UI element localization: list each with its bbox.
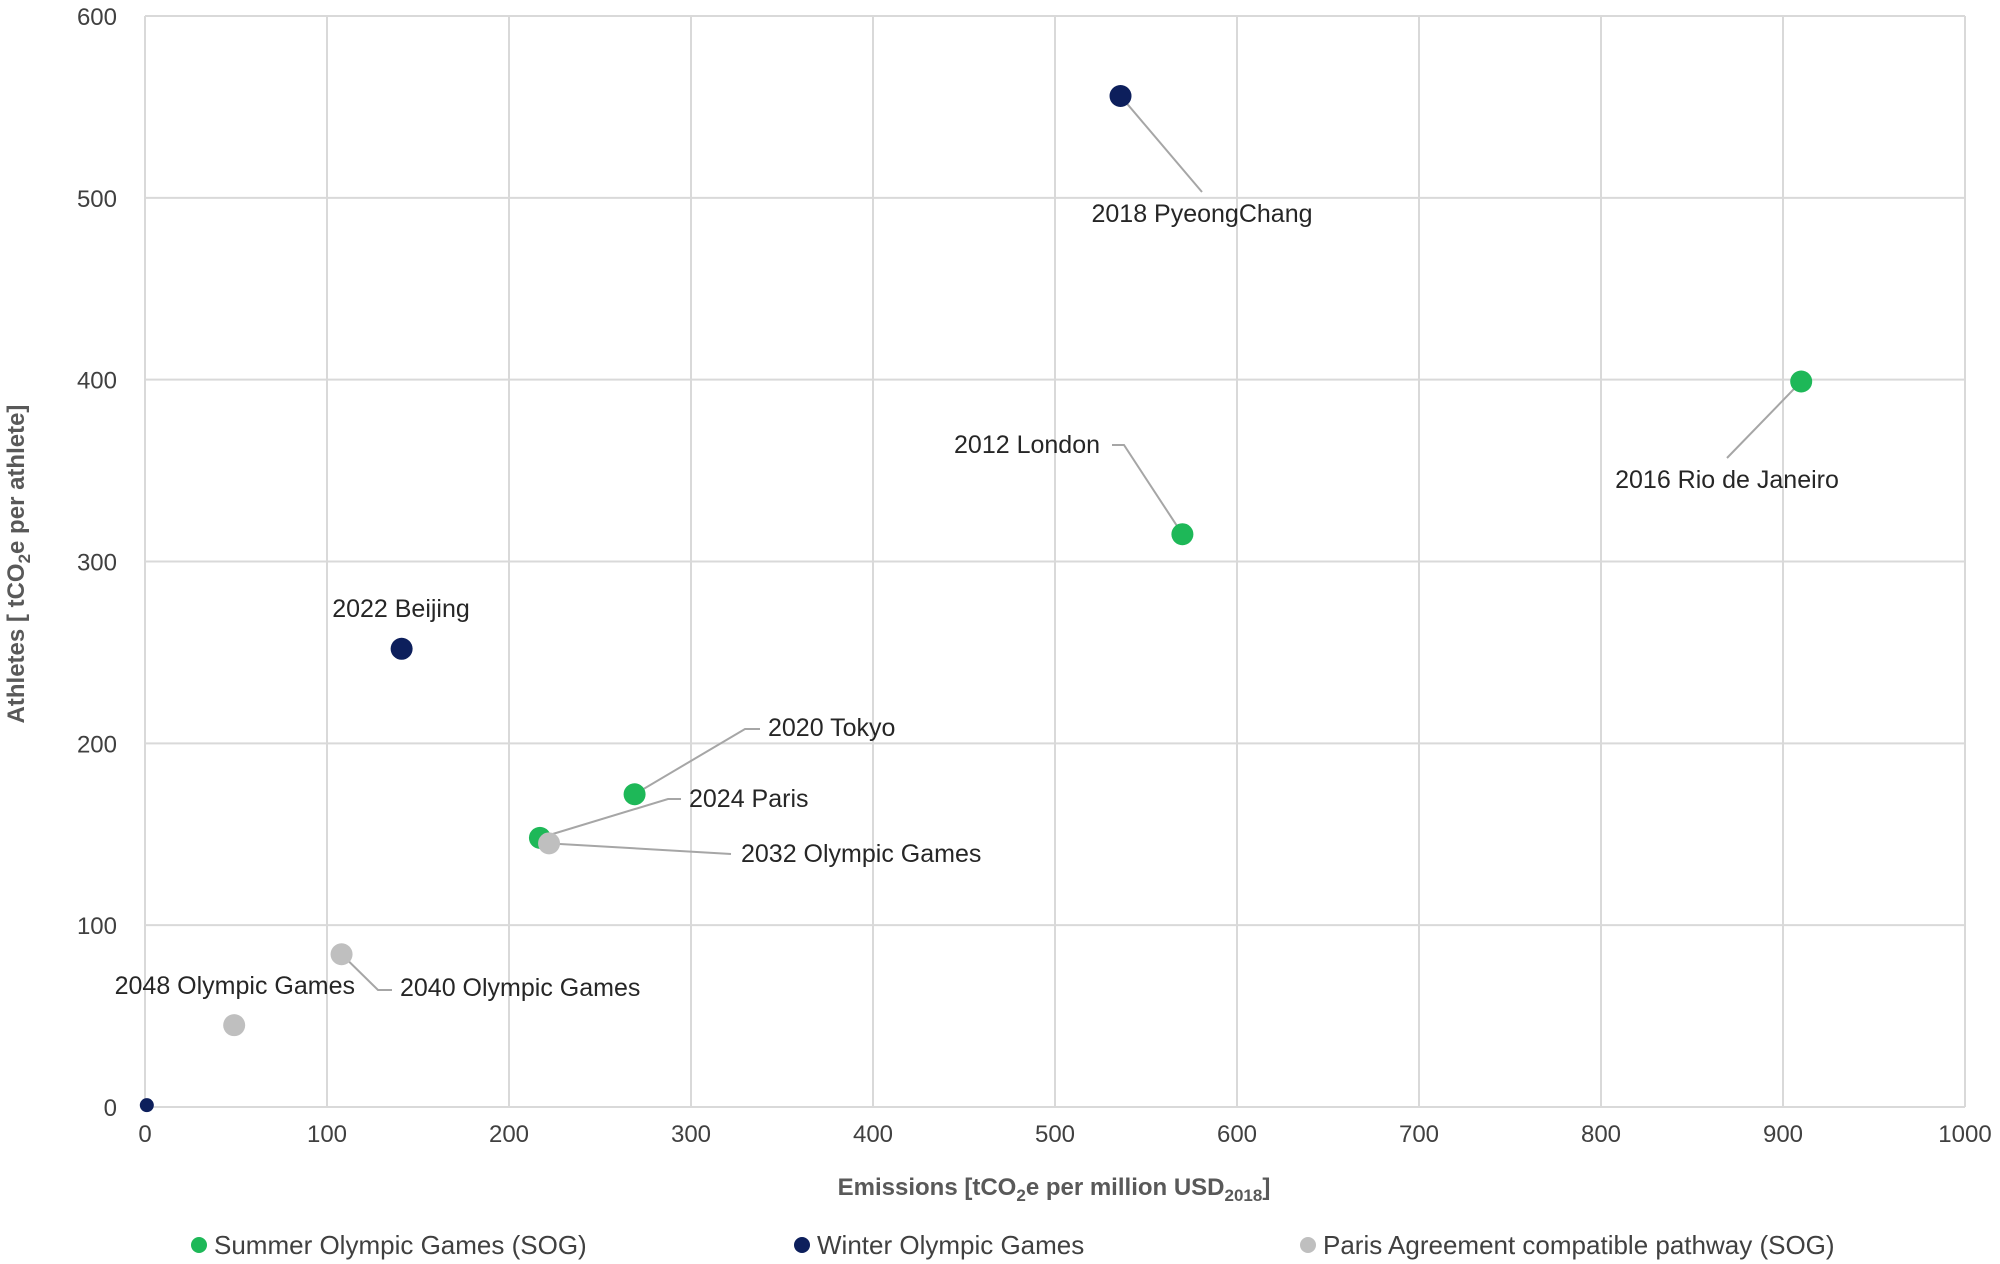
point-2020-tokyo xyxy=(623,783,646,806)
y-tick-label-300: 300 xyxy=(77,550,117,577)
y-axis-title: Athletes [ tCO2e per athlete] xyxy=(3,405,34,724)
y-tick-label-600: 600 xyxy=(77,4,117,31)
legend-label-paris-pathway: Paris Agreement compatible pathway (SOG) xyxy=(1323,1230,1835,1260)
point-2016-rio-de-janeiro xyxy=(1790,370,1813,393)
legend-label-winter: Winter Olympic Games xyxy=(817,1230,1084,1260)
x-tick-label-1000: 1000 xyxy=(1938,1121,1991,1148)
point-2040-olympic-games xyxy=(330,943,353,966)
x-tick-label-900: 900 xyxy=(1763,1121,1803,1148)
x-tick-label-400: 400 xyxy=(853,1121,893,1148)
legend-item-summer: Summer Olympic Games (SOG) xyxy=(191,1230,587,1260)
y-tick-label-400: 400 xyxy=(77,368,117,395)
x-axis-title: Emissions [tCO2e per million USD2018] xyxy=(838,1174,1271,1205)
legend: Summer Olympic Games (SOG) Winter Olympi… xyxy=(191,1230,1835,1260)
leader-2012-london xyxy=(1112,444,1184,535)
legend-item-winter: Winter Olympic Games xyxy=(794,1230,1084,1260)
label-2024-paris: 2024 Paris xyxy=(689,785,809,813)
x-tick-label-500: 500 xyxy=(1035,1121,1075,1148)
x-axis-ticks: 0 100 200 300 400 500 600 700 800 900 1000 xyxy=(138,1121,1991,1148)
x-tick-label-800: 800 xyxy=(1581,1121,1621,1148)
y-tick-label-200: 200 xyxy=(77,731,117,758)
point-2032-olympic-games xyxy=(538,832,561,855)
x-tick-label-300: 300 xyxy=(671,1121,711,1148)
legend-item-paris-pathway: Paris Agreement compatible pathway (SOG) xyxy=(1300,1230,1835,1260)
y-axis-ticks: 0 100 200 300 400 500 600 xyxy=(77,4,117,1122)
label-leader-lines xyxy=(340,95,1802,991)
y-tick-label-0: 0 xyxy=(104,1095,117,1122)
leader-2024-paris xyxy=(539,798,681,839)
label-2022-beijing: 2022 Beijing xyxy=(332,595,470,623)
y-tick-label-500: 500 xyxy=(77,186,117,213)
label-2032-olympic-games: 2032 Olympic Games xyxy=(741,840,981,868)
grid-lines xyxy=(144,15,1966,1108)
label-2040-olympic-games: 2040 Olympic Games xyxy=(400,974,640,1002)
legend-marker-summer xyxy=(191,1237,207,1253)
label-2048-olympic-games: 2048 Olympic Games xyxy=(115,972,355,1000)
y-tick-label-100: 100 xyxy=(77,913,117,940)
point-2018-pyeongchang xyxy=(1109,85,1132,108)
x-tick-label-0: 0 xyxy=(138,1121,151,1148)
leader-2020-tokyo xyxy=(634,728,760,796)
label-2016-rio-de-janeiro: 2016 Rio de Janeiro xyxy=(1615,466,1839,494)
leader-2040-olympic-games xyxy=(340,953,392,991)
label-2018-pyeongchang: 2018 PyeongChang xyxy=(1091,200,1312,228)
point-series-1-point-2 xyxy=(139,1098,154,1113)
label-2012-london: 2012 London xyxy=(954,431,1100,459)
data-labels: 2012 London 2016 Rio de Janeiro 2020 Tokyo… xyxy=(115,200,1839,1002)
leader-2018-pyeongchang xyxy=(1119,95,1203,193)
leader-2016-rio-de-janeiro xyxy=(1726,380,1802,459)
legend-marker-winter xyxy=(794,1237,810,1253)
x-tick-label-600: 600 xyxy=(1217,1121,1257,1148)
point-2012-london xyxy=(1171,523,1194,546)
legend-label-summer: Summer Olympic Games (SOG) xyxy=(214,1230,587,1260)
x-tick-label-200: 200 xyxy=(489,1121,529,1148)
data-points xyxy=(139,85,1813,1113)
label-2020-tokyo: 2020 Tokyo xyxy=(768,714,895,742)
x-tick-label-100: 100 xyxy=(307,1121,347,1148)
point-2022-beijing xyxy=(390,637,413,660)
legend-marker-paris-pathway xyxy=(1300,1237,1316,1253)
point-2048-olympic-games xyxy=(223,1014,246,1037)
x-tick-label-700: 700 xyxy=(1399,1121,1439,1148)
leader-2032-olympic-games xyxy=(548,842,732,855)
